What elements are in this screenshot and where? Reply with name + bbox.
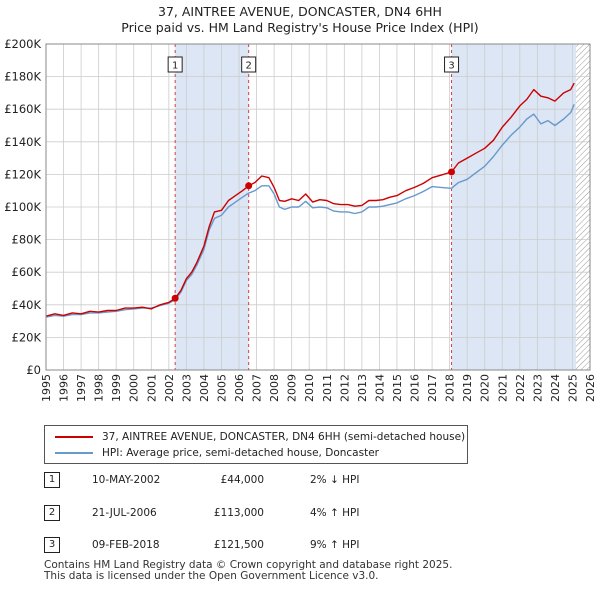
x-tick-label: 2024 <box>549 374 562 402</box>
sale-row: 1 10-MAY-2002 £44,000 2% ↓ HPI <box>44 472 444 490</box>
footer: Contains HM Land Registry data © Crown c… <box>44 560 452 582</box>
y-tick-label: £140K <box>4 135 41 149</box>
y-tick-label: £0 <box>26 363 41 377</box>
legend-label-hpi: HPI: Average price, semi-detached house,… <box>102 447 379 459</box>
sale-number: 3 <box>44 537 60 553</box>
x-tick-label: 1998 <box>93 374 106 402</box>
x-tick-label: 2013 <box>356 374 369 402</box>
sale-price: £113,000 <box>213 507 264 519</box>
y-tick-label: £200K <box>4 37 41 51</box>
x-tick-label: 2014 <box>373 374 386 402</box>
x-tick-label: 1997 <box>75 374 88 402</box>
sale-marker-number: 2 <box>245 61 251 72</box>
sale-marker-box <box>167 56 183 73</box>
x-tick-label: 2023 <box>531 374 544 402</box>
y-tick-label: £40K <box>12 298 42 312</box>
x-tick-label: 1996 <box>58 374 71 402</box>
sale-point <box>448 168 456 176</box>
price-paid-line <box>45 82 575 317</box>
sale-point <box>245 182 253 190</box>
sale-hpi-diff: 9% ↑ HPI <box>310 539 360 551</box>
legend-item-hpi: HPI: Average price, semi-detached house,… <box>55 445 379 461</box>
x-tick-label: 2006 <box>233 374 246 402</box>
sale-hpi-diff: 4% ↑ HPI <box>310 507 360 519</box>
x-tick-label: 2016 <box>409 374 422 402</box>
x-tick-label: 2010 <box>303 374 316 402</box>
x-tick-label: 2019 <box>461 374 474 402</box>
y-tick-label: £80K <box>12 233 42 247</box>
x-tick-label: 1995 <box>40 374 53 402</box>
x-tick-label: 2007 <box>251 374 264 402</box>
x-tick-label: 2001 <box>145 374 158 402</box>
sale-marker-number: 1 <box>172 61 178 72</box>
sale-marker-box <box>444 56 460 73</box>
y-tick-label: £160K <box>4 102 41 116</box>
legend-swatch-hpi <box>55 452 93 454</box>
sale-marker-label: 3 <box>444 56 460 73</box>
x-tick-label: 2009 <box>286 374 299 402</box>
x-tick-label: 2011 <box>321 374 334 402</box>
y-tick-label: £20K <box>12 330 42 344</box>
chart-subtitle: Price paid vs. HM Land Registry's House … <box>121 20 479 35</box>
x-tick-label: 2022 <box>514 374 527 402</box>
y-tick-label: £100K <box>4 200 41 214</box>
legend-label-price: 37, AINTREE AVENUE, DONCASTER, DN4 6HH (… <box>102 431 466 443</box>
sale-hpi-diff: 2% ↓ HPI <box>310 474 360 486</box>
y-tick-label: £180K <box>4 70 41 84</box>
sale-point <box>171 294 179 302</box>
sale-date: 10-MAY-2002 <box>92 474 161 486</box>
legend-item-price: 37, AINTREE AVENUE, DONCASTER, DN4 6HH (… <box>55 429 465 445</box>
x-tick-label: 2021 <box>496 374 509 402</box>
x-tick-label: 2012 <box>338 374 351 402</box>
sale-number: 2 <box>44 505 60 521</box>
x-tick-label: 2026 <box>584 374 597 402</box>
sale-marker-number: 3 <box>448 61 454 72</box>
x-tick-label: 2005 <box>215 374 228 402</box>
x-tick-label: 2003 <box>180 374 193 402</box>
price-chart: 1 2 3 £0 £20K £40K £60K £80K £100K £120K £140K £16… <box>4 37 597 402</box>
footer-licence: This data is licensed under the Open Gov… <box>44 570 379 582</box>
x-tick-label: 2020 <box>479 374 492 402</box>
y-tick-label: £60K <box>12 265 42 279</box>
legend-swatch-price <box>55 436 93 438</box>
x-tick-label: 1999 <box>110 374 123 402</box>
sale-price: £121,500 <box>213 539 264 551</box>
x-tick-label: 2000 <box>128 374 141 402</box>
sale-date: 21-JUL-2006 <box>92 507 157 519</box>
sale-row: 2 21-JUL-2006 £113,000 4% ↑ HPI <box>44 505 444 523</box>
y-tick-label: £120K <box>4 167 41 181</box>
sale-marker-box <box>241 56 257 73</box>
footer-copyright: Contains HM Land Registry data © Crown c… <box>44 559 453 571</box>
sale-row: 3 09-FEB-2018 £121,500 9% ↑ HPI <box>44 537 444 555</box>
x-tick-label: 2015 <box>391 374 404 402</box>
x-tick-label: 2002 <box>163 374 176 402</box>
x-tick-label: 2008 <box>268 374 281 402</box>
x-tick-label: 2017 <box>426 374 439 402</box>
sale-date: 09-FEB-2018 <box>92 539 160 551</box>
legend: 37, AINTREE AVENUE, DONCASTER, DN4 6HH (… <box>44 425 468 464</box>
x-tick-label: 2004 <box>198 374 211 402</box>
sale-marker-label: 2 <box>241 56 257 73</box>
x-tick-label: 2018 <box>444 374 457 402</box>
sale-number: 1 <box>44 472 60 488</box>
sale-marker-label: 1 <box>167 56 183 73</box>
sale-price: £44,000 <box>220 474 264 486</box>
chart-title-address: 37, AINTREE AVENUE, DONCASTER, DN4 6HH <box>158 4 442 19</box>
x-tick-label: 2025 <box>566 374 579 402</box>
